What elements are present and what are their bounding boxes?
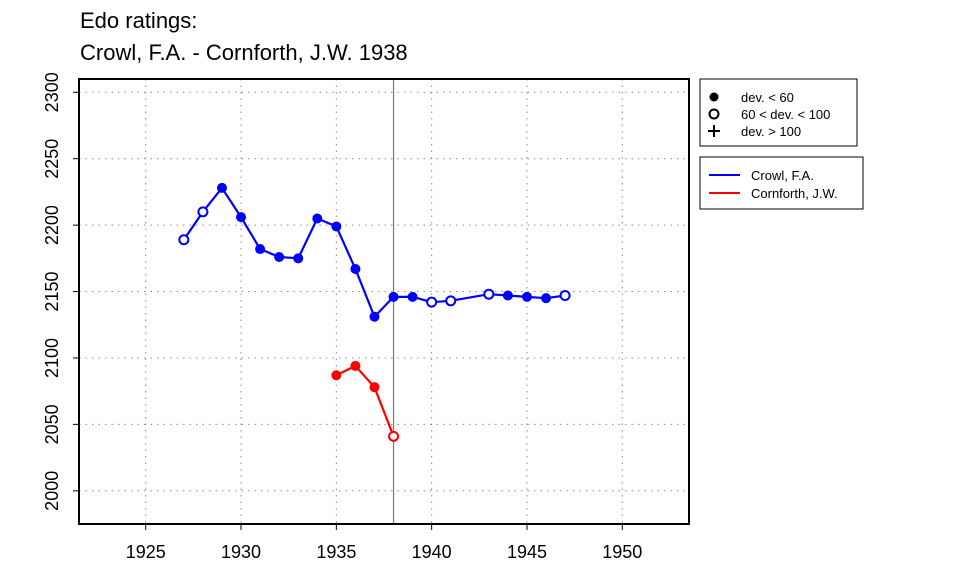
data-point-0-7 — [312, 213, 323, 224]
data-point-0-3 — [236, 212, 247, 223]
series-legend: Crowl, F.A. Cornforth, J.W. — [699, 156, 864, 210]
data-point-0-15 — [483, 288, 495, 300]
data-point-0-8 — [331, 221, 342, 232]
chart-title: Edo ratings: — [80, 8, 197, 33]
legend-series-cornforth: Cornforth, J.W. — [751, 186, 838, 201]
chart-subtitle: Crowl, F.A. - Cornforth, J.W. 1938 — [80, 40, 408, 65]
data-point-0-16 — [502, 290, 513, 301]
y-tick-label-0: 2000 — [42, 471, 62, 511]
data-point-1-3 — [388, 430, 400, 442]
data-point-0-19 — [559, 290, 571, 302]
filled-circle-icon — [709, 92, 719, 102]
legend-dev-high: dev. > 100 — [741, 124, 801, 139]
x-axis: 1925 1930 1935 1940 1945 1950 — [126, 524, 642, 562]
x-tick-label-2: 1935 — [316, 542, 356, 562]
y-tick-label-3: 2150 — [42, 272, 62, 312]
data-point-0-11 — [388, 291, 399, 302]
y-tick-label-5: 2250 — [42, 139, 62, 179]
data-point-0-12 — [407, 291, 418, 302]
data-point-0-9 — [350, 263, 361, 274]
plus-icon — [708, 125, 720, 137]
x-tick-label-4: 1945 — [507, 542, 547, 562]
y-axis: 2000 2050 2100 2150 2200 2250 2300 — [42, 72, 79, 511]
data-point-0-5 — [274, 252, 285, 262]
y-tick-label-1: 2050 — [42, 404, 62, 444]
data-point-0-14 — [445, 295, 457, 307]
marker-legend-box — [699, 78, 858, 147]
data-point-1-0 — [331, 370, 342, 381]
series-line-1 — [335, 364, 395, 437]
series-1 — [331, 360, 400, 442]
x-tick-label-3: 1940 — [412, 542, 452, 562]
x-tick-label-5: 1950 — [602, 542, 642, 562]
legend-series-crowl: Crowl, F.A. — [751, 168, 814, 183]
series-layer — [178, 182, 571, 442]
plot-frame — [78, 78, 690, 525]
grid-lines — [79, 79, 689, 524]
data-point-0-17 — [521, 291, 532, 302]
data-point-0-6 — [293, 253, 304, 264]
data-point-0-1 — [197, 206, 209, 218]
y-tick-label-2: 2100 — [42, 338, 62, 378]
legend-dev-mid: 60 < dev. < 100 — [741, 107, 830, 122]
data-point-0-10 — [369, 311, 380, 322]
data-point-0-0 — [178, 234, 190, 246]
x-tick-label-0: 1925 — [126, 542, 166, 562]
series-legend-box — [699, 156, 864, 210]
data-point-0-4 — [255, 244, 266, 255]
data-point-1-1 — [350, 360, 361, 371]
data-point-0-13 — [426, 296, 438, 308]
x-tick-label-1: 1930 — [221, 542, 261, 562]
data-point-1-2 — [369, 382, 380, 393]
data-point-0-18 — [541, 293, 552, 304]
y-tick-label-6: 2300 — [42, 72, 62, 112]
series-0 — [178, 182, 571, 322]
legend-dev-low: dev. < 60 — [741, 90, 794, 105]
marker-legend: dev. < 60 60 < dev. < 100 dev. > 100 — [699, 78, 858, 147]
open-circle-icon — [708, 108, 720, 120]
y-tick-label-4: 2200 — [42, 205, 62, 245]
data-point-0-2 — [216, 182, 227, 193]
